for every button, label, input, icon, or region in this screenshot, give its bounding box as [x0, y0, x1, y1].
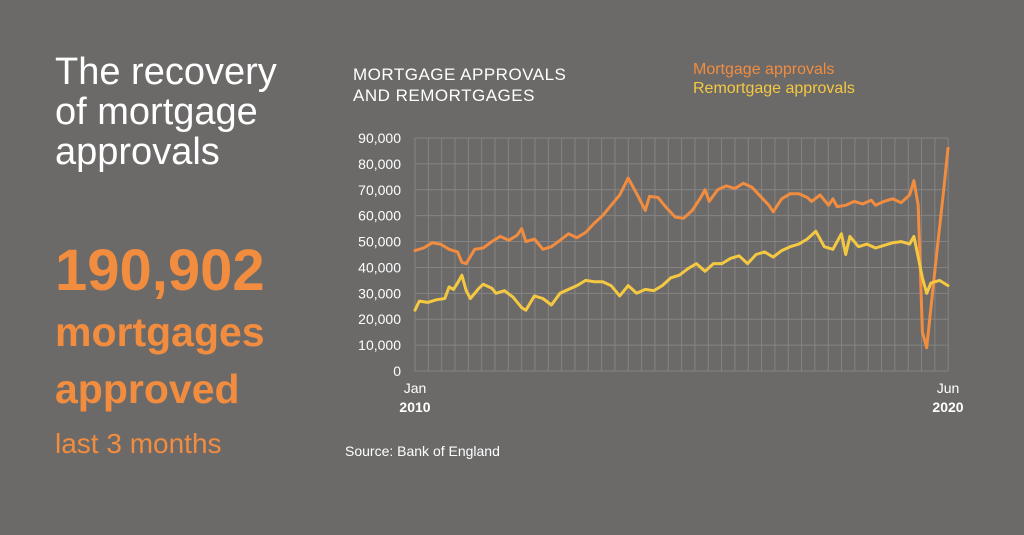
- headline-line-3: approvals: [55, 131, 220, 173]
- legend-mortgage: Mortgage approvals: [693, 61, 835, 78]
- series-line-mortgage: [413, 146, 950, 350]
- y-tick-label: 40,000: [358, 259, 401, 275]
- chart-title: MORTGAGE APPROVALS AND REMORTGAGES: [353, 64, 566, 106]
- x-tick-label: Jun: [937, 380, 960, 396]
- headline-line-2: of mortgage: [55, 91, 258, 133]
- stat-label-line-1: mortgages: [55, 309, 265, 355]
- source-note: Source: Bank of England: [345, 443, 500, 459]
- y-tick-label: 0: [393, 363, 401, 379]
- x-tick-label: Jan: [404, 380, 427, 396]
- legend-remortgage: Remortgage approvals: [693, 80, 855, 97]
- stat-value: 190,902: [55, 238, 265, 303]
- stat-label-line-2: approved: [55, 366, 240, 412]
- y-tick-label: 30,000: [358, 285, 401, 301]
- chart-title-line-1: MORTGAGE APPROVALS: [353, 65, 567, 84]
- y-tick-label: 20,000: [358, 311, 401, 327]
- y-tick-label: 10,000: [358, 337, 401, 353]
- stat-period: last 3 months: [55, 428, 222, 459]
- chart-legend: Mortgage approvals Remortgage approvals: [693, 60, 855, 98]
- y-tick-label: 50,000: [358, 234, 401, 250]
- headline-line-1: The recovery: [55, 51, 277, 93]
- x-tick-label-year: 2020: [932, 399, 963, 415]
- stat-label: mortgages approved: [55, 304, 315, 418]
- headline: The recovery of mortgage approvals: [55, 52, 315, 172]
- y-tick-label: 70,000: [358, 182, 401, 198]
- series-line-remortgage: [413, 229, 950, 312]
- x-tick-label-year: 2010: [399, 399, 430, 415]
- chart-title-line-2: AND REMORTGAGES: [353, 86, 535, 105]
- y-tick-label: 60,000: [358, 208, 401, 224]
- y-tick-label: 80,000: [358, 156, 401, 172]
- y-tick-label: 90,000: [358, 130, 401, 146]
